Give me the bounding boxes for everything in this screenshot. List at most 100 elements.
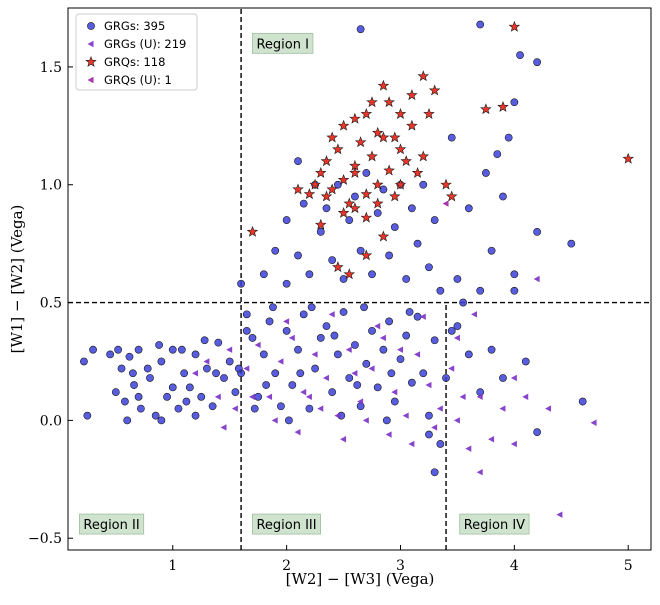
point-grq bbox=[309, 178, 321, 190]
point-grg bbox=[464, 204, 473, 213]
y-tick-label: 1.5 bbox=[40, 60, 62, 76]
point-grg bbox=[353, 381, 362, 389]
point-grg_u bbox=[317, 405, 324, 412]
point-grq bbox=[428, 84, 441, 96]
point-grg bbox=[299, 199, 308, 208]
point-grg_u bbox=[453, 417, 460, 424]
point-grg bbox=[510, 286, 519, 295]
point-grg bbox=[185, 383, 194, 392]
point-grg bbox=[134, 392, 143, 401]
region-label-box bbox=[252, 32, 314, 54]
point-grg bbox=[533, 58, 542, 67]
point-grq_u bbox=[442, 200, 449, 207]
point-grg bbox=[214, 338, 223, 347]
point-grg_u bbox=[533, 275, 540, 283]
series-grq_u bbox=[442, 200, 449, 207]
point-grq bbox=[326, 183, 338, 195]
point-grg bbox=[362, 359, 371, 368]
point-grg bbox=[177, 345, 186, 354]
point-grg bbox=[476, 20, 485, 29]
point-grg bbox=[476, 286, 485, 295]
point-grg bbox=[333, 180, 342, 189]
point-grg bbox=[307, 303, 316, 312]
point-grg bbox=[339, 308, 348, 316]
point-grg bbox=[136, 404, 145, 413]
point-grg bbox=[419, 369, 428, 378]
cut-lines bbox=[68, 8, 651, 550]
point-grg bbox=[89, 345, 97, 354]
point-grq bbox=[372, 197, 384, 209]
point-grg bbox=[510, 270, 519, 279]
point-grg bbox=[285, 416, 293, 425]
point-grq bbox=[337, 206, 350, 218]
point-grg_u bbox=[345, 346, 352, 353]
series-grg bbox=[80, 20, 587, 477]
point-grg_u bbox=[419, 313, 426, 320]
legend-entry-grq_u: GRQs (U): 1 bbox=[87, 73, 172, 87]
point-grg bbox=[385, 251, 394, 260]
point-grg bbox=[271, 246, 280, 255]
point-grg bbox=[182, 397, 191, 406]
point-grg bbox=[379, 345, 388, 354]
point-grq bbox=[389, 190, 401, 202]
point-grq bbox=[497, 100, 509, 112]
point-grg_u bbox=[425, 381, 432, 389]
point-grq bbox=[320, 190, 333, 202]
point-grg bbox=[430, 336, 439, 345]
region-labels: Region I Region II Region III Region IV bbox=[78, 32, 530, 535]
y-tick-label: −0.5 bbox=[28, 531, 62, 547]
point-grg_u bbox=[300, 388, 307, 396]
point-grq bbox=[314, 218, 327, 230]
point-grq bbox=[411, 166, 424, 178]
point-grg_u bbox=[203, 358, 210, 365]
point-grg_u bbox=[226, 346, 233, 353]
x-tick-label: 5 bbox=[624, 558, 633, 574]
point-grg_u bbox=[408, 440, 415, 448]
y-tick-label: 0.5 bbox=[40, 296, 62, 312]
point-grq bbox=[389, 131, 401, 143]
point-grq bbox=[383, 164, 395, 176]
point-grq bbox=[400, 155, 412, 167]
x-axis-title: [W2] − [W3] (Vega) bbox=[286, 570, 435, 588]
point-grg bbox=[425, 430, 433, 439]
data-points bbox=[80, 20, 635, 518]
point-grg bbox=[487, 345, 496, 354]
point-grq bbox=[406, 89, 418, 101]
point-grg bbox=[311, 364, 319, 373]
point-grg bbox=[533, 428, 542, 437]
point-grq bbox=[246, 225, 259, 237]
point-grg bbox=[487, 246, 496, 255]
point-grq bbox=[349, 112, 361, 124]
point-grq bbox=[360, 249, 373, 261]
point-grg_u bbox=[545, 405, 552, 412]
point-grq bbox=[406, 119, 418, 131]
point-grg_u bbox=[283, 318, 290, 325]
region-label-box bbox=[459, 513, 530, 535]
point-grg bbox=[453, 322, 462, 331]
point-grg bbox=[294, 157, 302, 166]
point-grg bbox=[459, 298, 468, 307]
x-tick-label: 2 bbox=[282, 558, 291, 574]
point-grg_u bbox=[510, 440, 517, 448]
point-grq bbox=[349, 166, 361, 178]
point-grg_u bbox=[351, 370, 358, 377]
point-grg bbox=[129, 369, 137, 378]
point-grg bbox=[356, 246, 365, 255]
point-grg bbox=[379, 185, 388, 194]
point-grg bbox=[436, 440, 445, 448]
point-grg bbox=[453, 275, 462, 283]
point-grq bbox=[303, 188, 316, 200]
point-grg bbox=[504, 133, 513, 142]
region-label-text: Region I bbox=[256, 37, 308, 52]
point-grg bbox=[390, 397, 399, 406]
point-grg bbox=[351, 192, 359, 201]
point-grg bbox=[191, 411, 200, 420]
point-grg bbox=[436, 286, 445, 295]
point-grg_u bbox=[465, 445, 472, 452]
point-grg bbox=[333, 350, 342, 359]
point-grg bbox=[225, 357, 234, 366]
point-grg bbox=[168, 383, 177, 392]
point-grg bbox=[330, 331, 339, 340]
point-grg bbox=[305, 270, 314, 279]
point-grg bbox=[254, 392, 263, 401]
